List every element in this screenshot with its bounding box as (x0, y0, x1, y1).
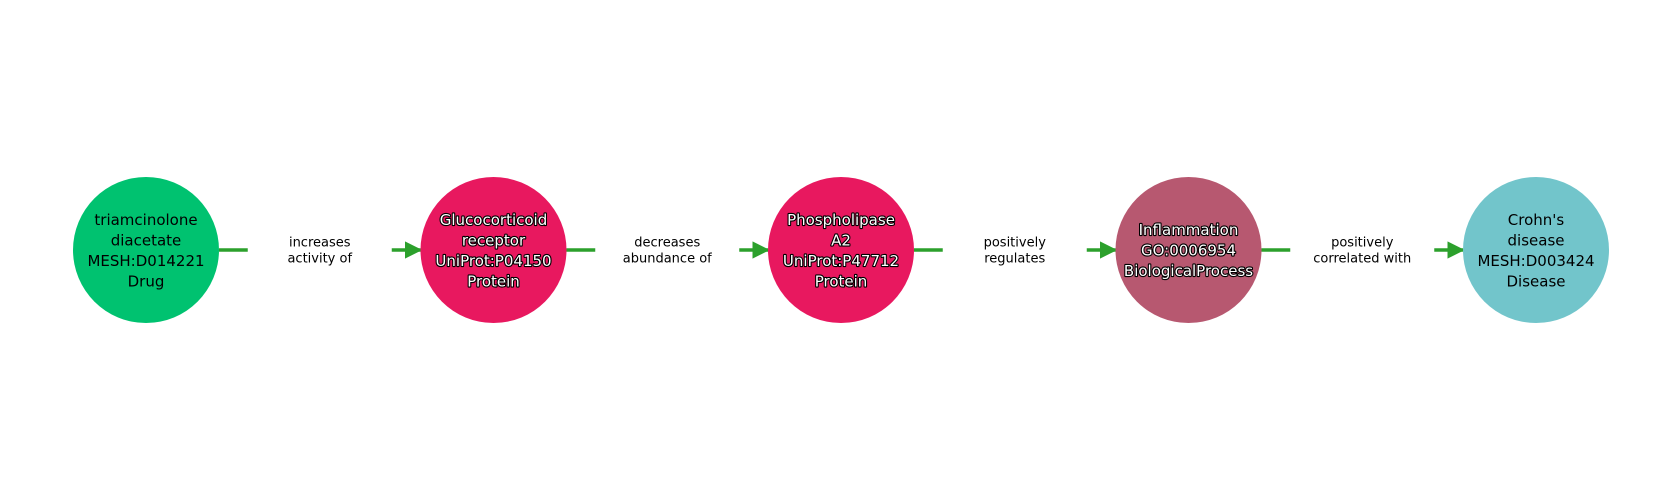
node-label-line: Glucocorticoid (440, 211, 547, 229)
node-label: Phospholipase A2 UniProt:P47712 Protein (783, 211, 899, 291)
edge-label-line: activity of (287, 252, 352, 267)
edge-label-line: increases (289, 236, 351, 251)
node-label-line: Inflammation (1139, 221, 1239, 239)
node-circle (1115, 177, 1262, 323)
node-label-line: MESH:D014221 (87, 252, 204, 270)
nodes-layer: triamcinolone diacetate MESH:D014221 Drug Gl… (73, 177, 1609, 323)
node-label-line: diacetate (111, 231, 182, 249)
edge-label: decreases abundance of (623, 236, 712, 267)
node-label-line: UniProt:P47712 (783, 252, 899, 270)
node-n2: Glucocorticoid receptor UniProt:P04150 Prot… (420, 177, 567, 323)
edge-label-line: abundance of (623, 252, 712, 267)
edge-label-line: positively (1331, 236, 1394, 251)
edge-n1-n2: increases activity of (219, 236, 423, 267)
edge-n2-n3: decreases abundance of (566, 236, 770, 267)
node-label-line: UniProt:P04150 (435, 252, 551, 270)
edge-label-line: correlated with (1313, 252, 1411, 267)
node-circle (1463, 177, 1609, 323)
node-label-line: Crohn's (1508, 211, 1565, 229)
node-label-line: triamcinolone (94, 211, 197, 229)
edges-layer: increases activity of decreases abundance o… (219, 236, 1465, 267)
node-n5: Crohn's disease MESH:D003424 Disease (1463, 177, 1609, 323)
node-circle (768, 177, 914, 323)
node-label-line: Disease (1507, 272, 1566, 290)
node-n4: Inflammation GO:0006954 BiologicalProcess (1115, 177, 1262, 323)
node-label: Inflammation GO:0006954 BiologicalProcess (1124, 221, 1253, 280)
edge-label-line: regulates (984, 252, 1045, 267)
edge-label: positively regulates (984, 236, 1047, 267)
node-label-line: receptor (462, 231, 526, 249)
node-circle (73, 177, 219, 323)
node-label-line: A2 (831, 231, 851, 249)
edge-n3-n4: positively regulates (914, 236, 1118, 267)
node-label: Crohn's disease MESH:D003424 Disease (1477, 211, 1594, 291)
edge-label: increases activity of (287, 236, 352, 267)
node-n1: triamcinolone diacetate MESH:D014221 Drug (73, 177, 219, 323)
node-label-line: GO:0006954 (1141, 242, 1236, 260)
edge-label-line: decreases (634, 236, 700, 251)
node-label-line: Protein (815, 272, 868, 290)
node-n3: Phospholipase A2 UniProt:P47712 Protein (768, 177, 914, 323)
node-label: triamcinolone diacetate MESH:D014221 Drug (87, 211, 204, 291)
node-label: Glucocorticoid receptor UniProt:P04150 Prot… (435, 211, 551, 291)
node-label-line: MESH:D003424 (1477, 252, 1594, 270)
node-circle (420, 177, 567, 323)
node-label-line: Phospholipase (787, 211, 895, 229)
node-label-line: disease (1508, 231, 1565, 249)
node-label-line: Protein (467, 272, 520, 290)
edge-label: positively correlated with (1313, 236, 1411, 267)
node-label-line: Drug (128, 272, 165, 290)
edge-n4-n5: positively correlated with (1261, 236, 1465, 267)
node-label-line: BiologicalProcess (1124, 262, 1253, 280)
edge-label-line: positively (984, 236, 1047, 251)
